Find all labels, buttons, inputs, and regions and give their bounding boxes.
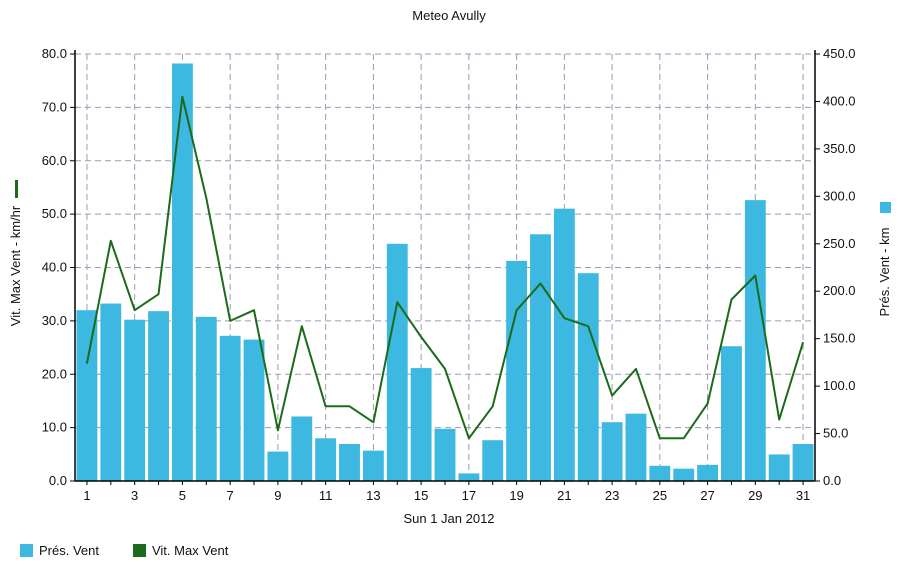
y-right-tick-label: 300.0 (823, 188, 856, 203)
x-tick-label: 11 (319, 488, 333, 503)
x-tick-label: 5 (179, 488, 186, 503)
y-left-tick-label: 60.0 (42, 153, 67, 168)
bar (530, 234, 551, 481)
bar (410, 368, 432, 481)
bar (291, 416, 313, 481)
x-tick-label: 3 (131, 488, 138, 503)
legend-item-vit-max-vent: Vit. Max Vent (132, 543, 229, 558)
y-right-tick-label: 250.0 (823, 236, 856, 251)
tick-labels: 0.0 10.0 20.0 30.0 40.0 50.0 60.0 70.0 80.0 0.0 50… (42, 46, 856, 503)
bar (458, 473, 480, 481)
grid (75, 53, 815, 481)
bar (506, 260, 528, 481)
bar (649, 465, 671, 481)
y-left-tick-label: 50.0 (42, 206, 67, 221)
x-tick-label: 21 (557, 488, 571, 503)
y-axis-right-label: Prés. Vent - km (877, 228, 892, 317)
y-left-tick-label: 10.0 (42, 420, 67, 435)
legend-swatch-pres-vent (20, 544, 33, 557)
y-axis-left-label: Vit. Max Vent - km/hr (8, 205, 23, 326)
x-tick-label: 13 (366, 488, 380, 503)
x-tick-label: 23 (605, 488, 619, 503)
bar (339, 443, 360, 481)
chart-title: Meteo Avully (412, 8, 486, 23)
y-right-tick-label: 100.0 (823, 378, 856, 393)
y-left-tick-label: 20.0 (42, 366, 67, 381)
y-right-tick-label: 150.0 (823, 331, 856, 346)
y-left-tick-label: 0.0 (49, 473, 67, 488)
x-tick-label: 1 (83, 488, 90, 503)
x-tick-label: 29 (748, 488, 762, 503)
bar (553, 208, 575, 481)
legend-label-vit-max-vent: Vit. Max Vent (151, 543, 229, 558)
bar (219, 335, 241, 481)
y-right-tick-label: 350.0 (823, 141, 856, 156)
bar (601, 422, 623, 481)
bar (267, 451, 289, 481)
bar (171, 63, 193, 481)
bar (577, 273, 599, 481)
line-path (85, 95, 805, 440)
bar (482, 440, 504, 481)
x-tick-label: 7 (227, 488, 234, 503)
bar (243, 339, 265, 481)
y-left-tick-label: 30.0 (42, 313, 67, 328)
line-series (85, 95, 805, 440)
y-right-tick-label: 0.0 (823, 473, 841, 488)
bar (673, 468, 695, 481)
legend-item-pres-vent: Prés. Vent (20, 543, 99, 558)
axes (70, 50, 820, 485)
bar (721, 346, 742, 481)
bar (792, 443, 814, 481)
x-tick-label: 9 (274, 488, 281, 503)
bar (76, 310, 98, 481)
bar (697, 464, 719, 481)
y-right-tick-label: 450.0 (823, 46, 856, 61)
bar (100, 303, 122, 481)
bar (744, 200, 766, 481)
bar (625, 413, 647, 481)
x-axis-label: Sun 1 Jan 2012 (403, 511, 494, 526)
bar (768, 454, 790, 481)
y-axis-right-legend-mark (880, 202, 891, 213)
y-right-tick-label: 50.0 (823, 426, 848, 441)
bar (124, 319, 146, 481)
y-left-tick-label: 40.0 (42, 260, 67, 275)
legend-swatch-vit-max-vent (132, 544, 146, 557)
y-left-tick-label: 70.0 (42, 99, 67, 114)
y-right-tick-label: 200.0 (823, 283, 856, 298)
x-tick-label: 31 (796, 488, 810, 503)
x-tick-label: 15 (414, 488, 428, 503)
legend: Prés. Vent Vit. Max Vent (20, 543, 228, 558)
x-tick-label: 19 (509, 488, 523, 503)
x-tick-label: 25 (653, 488, 667, 503)
y-left-tick-label: 80.0 (42, 46, 67, 61)
y-right-tick-label: 400.0 (823, 93, 856, 108)
bar (434, 428, 456, 481)
bar (315, 438, 337, 481)
bar (195, 316, 217, 481)
bar (362, 450, 384, 481)
x-tick-label: 17 (462, 488, 476, 503)
y-axis-left-legend-mark (15, 180, 18, 198)
x-tick-label: 27 (700, 488, 714, 503)
bar (148, 311, 169, 481)
bar-series (76, 63, 814, 481)
legend-label-pres-vent: Prés. Vent (39, 543, 99, 558)
bar (386, 243, 408, 481)
